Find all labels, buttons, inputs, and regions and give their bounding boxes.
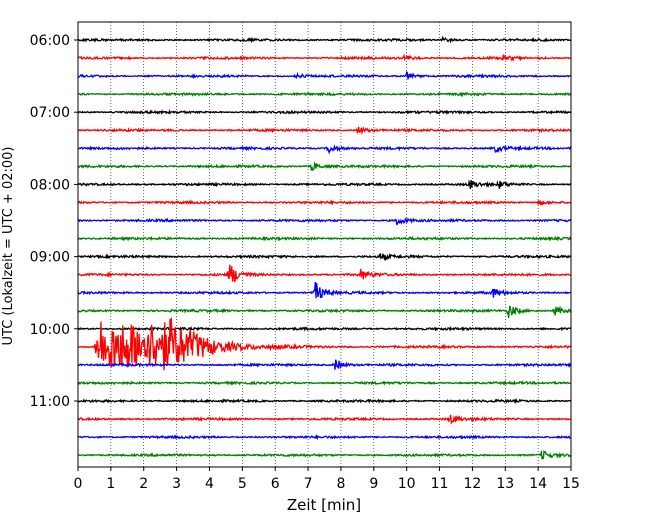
y-axis-ticks: 06:00 07:00 08:00 09:00 10:00 11:00 <box>30 33 78 410</box>
y-tick-label: 09:00 <box>30 250 70 266</box>
trace-line <box>77 179 572 189</box>
trace-line <box>77 325 572 332</box>
seismic-traces <box>77 35 572 460</box>
x-axis-label: Zeit [min] <box>287 496 361 514</box>
x-tick-label: 12 <box>463 476 481 492</box>
x-tick-label: 1 <box>106 476 115 492</box>
trace-line <box>77 91 572 98</box>
trace-line <box>77 434 572 441</box>
x-tick-label: 7 <box>304 476 313 492</box>
x-axis-ticks: 0 1 2 3 4 5 6 7 8 9 10 11 12 13 14 15 <box>74 467 580 492</box>
x-tick-label: 8 <box>336 476 345 492</box>
x-tick-label: 9 <box>369 476 378 492</box>
plot-frame <box>77 21 572 468</box>
trace-line <box>77 397 572 405</box>
trace-line <box>77 217 572 226</box>
trace-line <box>78 359 572 370</box>
trace-line <box>77 414 572 425</box>
y-tick-label: 10:00 <box>30 322 70 338</box>
x-tick-label: 4 <box>205 476 214 492</box>
x-tick-label: 13 <box>496 476 514 492</box>
trace-line <box>77 35 572 44</box>
trace-line <box>77 71 572 80</box>
trace-line <box>77 264 572 283</box>
trace-line <box>77 126 572 136</box>
trace-line <box>77 281 572 299</box>
x-tick-label: 14 <box>529 476 547 492</box>
y-axis-label: UTC (Lokalzeit = UTC + 02:00) <box>1 147 16 346</box>
trace-line <box>77 449 572 460</box>
trace-line <box>77 317 572 371</box>
grid-lines <box>110 22 539 467</box>
trace-line <box>77 144 572 155</box>
x-tick-label: 3 <box>172 476 181 492</box>
trace-line <box>77 235 572 242</box>
x-tick-label: 2 <box>139 476 148 492</box>
trace-line <box>77 199 571 207</box>
trace-line <box>78 108 572 116</box>
trace-line <box>77 305 572 318</box>
y-tick-label: 11:00 <box>30 394 70 410</box>
trace-line <box>77 161 572 171</box>
x-tick-label: 6 <box>271 476 280 492</box>
trace-line <box>77 252 572 262</box>
trace-line <box>77 379 572 386</box>
x-tick-label: 5 <box>238 476 247 492</box>
y-tick-label: 07:00 <box>30 105 70 121</box>
x-tick-label: 10 <box>398 476 416 492</box>
x-tick-label: 11 <box>431 476 449 492</box>
x-tick-label: 15 <box>562 476 580 492</box>
y-tick-label: 06:00 <box>30 33 70 49</box>
y-tick-label: 08:00 <box>30 177 70 193</box>
trace-line <box>77 53 572 63</box>
x-tick-label: 0 <box>74 476 83 492</box>
